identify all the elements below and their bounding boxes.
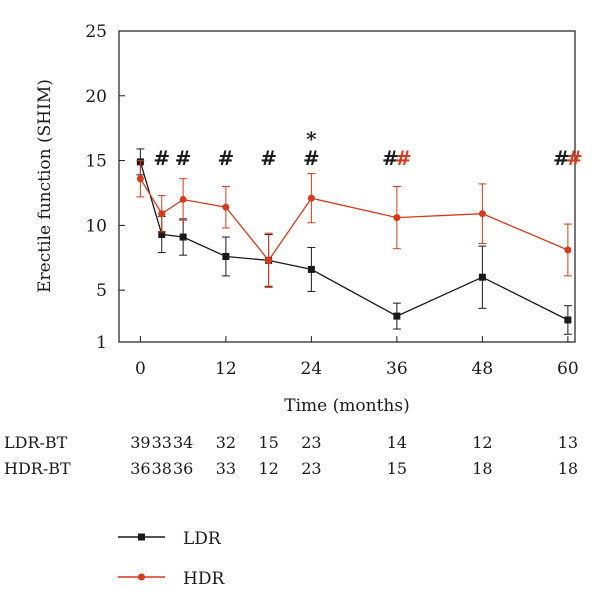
- count-cell: 36: [130, 459, 150, 478]
- y-axis-title: Erectile function (SHIM): [35, 79, 55, 293]
- hdr-data-point: [136, 175, 144, 183]
- count-cell: 33: [152, 433, 172, 452]
- count-cell: 18: [558, 459, 578, 478]
- count-row-label: LDR-BT: [4, 433, 68, 452]
- significance-hash: #: [175, 146, 192, 170]
- x-tick-label: 48: [472, 359, 494, 379]
- count-cell: 23: [301, 459, 321, 478]
- ldr-data-point: [393, 312, 401, 320]
- count-cell: 15: [258, 433, 278, 452]
- hdr-data-point: [158, 210, 166, 218]
- y-tick-label: 20: [85, 87, 107, 107]
- plot-frame: [118, 30, 576, 343]
- ldr-data-point: [179, 233, 187, 241]
- ldr-data-point: [222, 252, 230, 260]
- count-cell: 39: [130, 433, 150, 452]
- x-tick-label: 60: [557, 359, 579, 379]
- x-tick-label: 36: [386, 359, 408, 379]
- x-ticks: 0 12 24 36 48 60: [135, 336, 579, 379]
- ldr-data-point: [307, 265, 315, 273]
- x-axis-title: Time (months): [284, 396, 409, 416]
- count-cell: 12: [258, 459, 278, 478]
- ldr-data-point: [564, 316, 572, 324]
- significance-layer: # # # # #*## ##: [153, 127, 582, 170]
- x-tick-label: 12: [215, 359, 237, 379]
- count-cell: 33: [216, 459, 236, 478]
- significance-hash: #: [382, 146, 399, 170]
- ldr-legend-marker: [138, 533, 145, 541]
- significance-hash: #: [553, 146, 570, 170]
- x-tick-label: 0: [135, 359, 146, 379]
- hdr-data-point: [478, 210, 486, 218]
- significance-hash: #: [395, 146, 412, 170]
- significance-hash: #: [566, 146, 583, 170]
- count-cell: 34: [173, 433, 193, 452]
- significance-star: *: [306, 127, 317, 151]
- legend: LDR HDR: [118, 529, 225, 589]
- count-cell: 36: [173, 459, 193, 478]
- y-tick-label: 5: [96, 281, 107, 301]
- y-tick-label: 1: [96, 333, 107, 353]
- y-tick-label: 25: [85, 22, 107, 42]
- hdr-series-line: [139, 178, 569, 262]
- hdr-data-point: [393, 214, 401, 222]
- count-cell: 38: [152, 459, 172, 478]
- ldr-data-point: [478, 273, 486, 281]
- y-tick-label: 10: [85, 216, 107, 236]
- ldr-series-line: [139, 161, 569, 321]
- hdr-data-point: [265, 256, 273, 264]
- hdr-data-point: [564, 246, 572, 254]
- significance-hash: #: [217, 146, 234, 170]
- series-layer: [136, 148, 572, 335]
- x-tick-label: 24: [301, 359, 323, 379]
- significance-hash: #: [153, 146, 170, 170]
- hdr-data-point: [179, 195, 187, 203]
- hdr-data-point: [307, 194, 315, 202]
- hdr-legend-label: HDR: [183, 569, 225, 589]
- count-cell: 13: [558, 433, 578, 452]
- count-cell: 18: [472, 459, 492, 478]
- ldr-data-point: [158, 230, 166, 238]
- count-cell: 32: [216, 433, 236, 452]
- count-cell: 15: [387, 459, 407, 478]
- y-tick-label: 15: [85, 152, 107, 172]
- significance-hash: #: [260, 146, 277, 170]
- significance-hash: #: [303, 146, 320, 170]
- hdr-data-point: [222, 203, 230, 211]
- count-cell: 23: [301, 433, 321, 452]
- count-cell: 14: [387, 433, 407, 452]
- ldr-legend-label: LDR: [183, 529, 222, 549]
- count-row-label: HDR-BT: [4, 459, 71, 478]
- hdr-legend-marker: [138, 573, 145, 581]
- count-cell: 12: [472, 433, 492, 452]
